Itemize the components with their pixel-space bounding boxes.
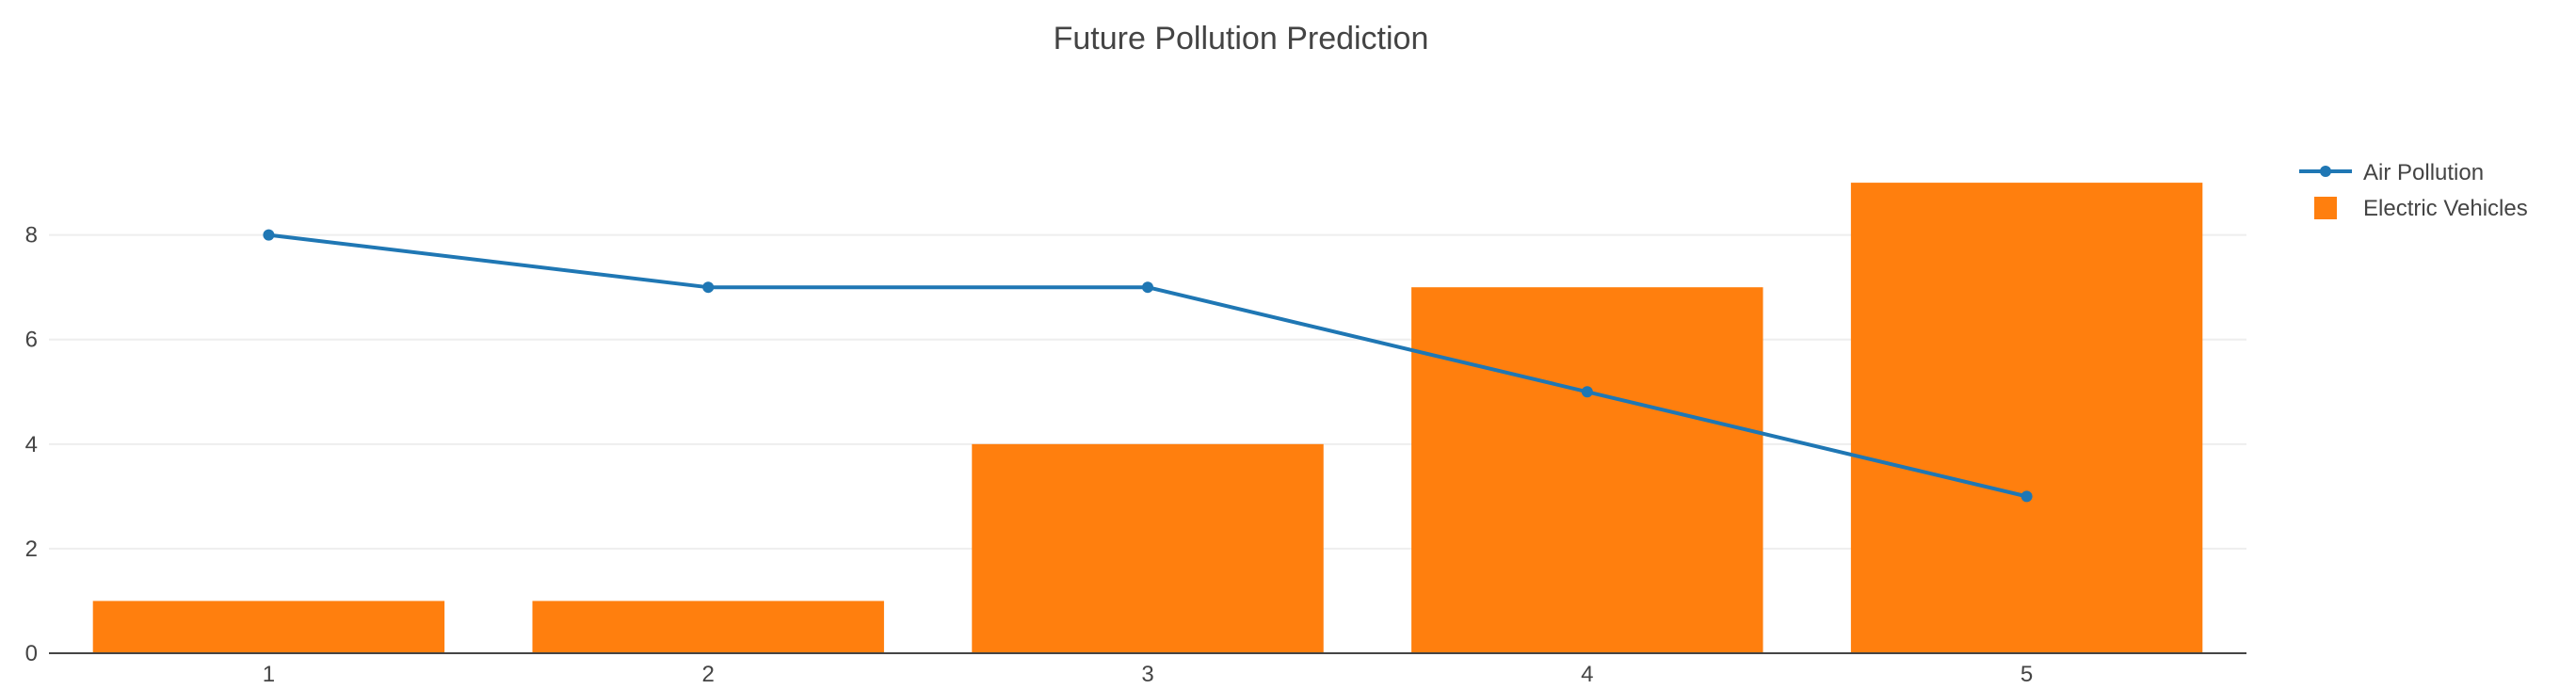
line-point [1142,281,1153,294]
bar [532,601,884,653]
marker-layer [263,229,2033,503]
x-tick-labels: 1 2 3 4 5 [263,662,2034,687]
y-tick-label: 6 [25,328,38,353]
y-tick-label: 8 [25,223,38,248]
line-point [263,229,275,241]
bar [92,601,445,653]
bar-layer [92,183,2203,653]
chart-title: Future Pollution Prediction [1054,21,1429,56]
x-tick-label: 3 [1141,662,1153,687]
y-tick-labels: 0 2 4 6 8 [25,223,38,666]
legend-item-electric-vehicles[interactable]: Electric Vehicles [2314,196,2528,221]
bar [1411,287,1763,653]
y-tick-label: 0 [25,641,38,666]
line-point [2021,490,2033,503]
legend-item-air-pollution[interactable]: Air Pollution [2299,160,2484,185]
legend-label-electric-vehicles: Electric Vehicles [2363,196,2528,221]
x-tick-label: 2 [702,662,715,687]
line-point [1581,386,1593,398]
y-tick-label: 4 [25,432,38,457]
line-point [702,281,715,294]
y-tick-label: 2 [25,537,38,562]
legend-bar-swatch [2314,197,2337,219]
x-tick-label: 5 [2021,662,2033,687]
x-tick-label: 4 [1581,662,1593,687]
legend[interactable]: Air Pollution Electric Vehicles [2299,160,2528,221]
x-tick-label: 1 [263,662,275,687]
bar [972,443,1324,653]
legend-label-air-pollution: Air Pollution [2363,160,2484,185]
legend-line-marker [2320,166,2331,177]
bar [1850,183,2203,653]
